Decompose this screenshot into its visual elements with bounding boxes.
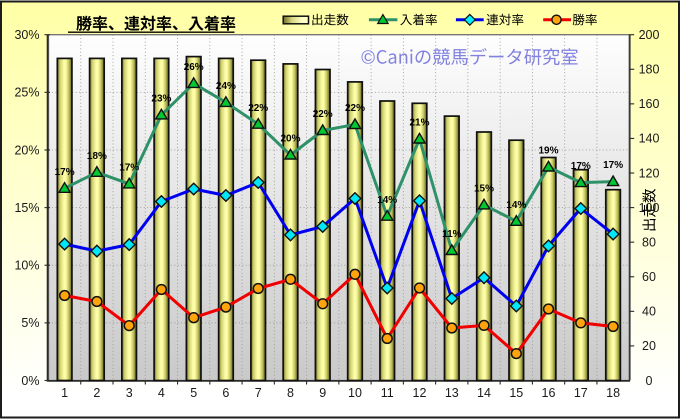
svg-text:15%: 15% — [14, 201, 39, 215]
svg-text:14%: 14% — [377, 195, 397, 206]
svg-text:22%: 22% — [345, 103, 365, 114]
svg-text:17: 17 — [574, 386, 588, 400]
svg-text:140: 140 — [639, 132, 660, 146]
svg-text:2: 2 — [93, 386, 100, 400]
svg-text:160: 160 — [639, 97, 660, 111]
svg-text:7: 7 — [255, 386, 262, 400]
svg-text:17%: 17% — [55, 167, 75, 178]
svg-text:60: 60 — [642, 270, 656, 284]
svg-text:15: 15 — [509, 386, 523, 400]
svg-text:5: 5 — [190, 386, 197, 400]
svg-text:0: 0 — [646, 374, 653, 388]
svg-text:20%: 20% — [280, 134, 300, 145]
svg-text:26%: 26% — [184, 62, 204, 73]
svg-text:22%: 22% — [248, 103, 268, 114]
svg-text:12: 12 — [413, 386, 427, 400]
svg-text:10%: 10% — [14, 259, 39, 273]
svg-text:20%: 20% — [14, 143, 39, 157]
svg-text:80: 80 — [642, 236, 656, 250]
svg-text:23%: 23% — [151, 94, 171, 105]
svg-text:11%: 11% — [442, 229, 462, 240]
svg-text:16: 16 — [542, 386, 556, 400]
svg-text:24%: 24% — [216, 81, 236, 92]
svg-text:30%: 30% — [14, 28, 39, 42]
svg-text:1: 1 — [61, 386, 68, 400]
svg-text:120: 120 — [639, 166, 660, 180]
svg-text:100: 100 — [639, 201, 660, 215]
svg-text:3: 3 — [126, 386, 133, 400]
svg-text:5%: 5% — [21, 316, 39, 330]
svg-text:18: 18 — [606, 386, 620, 400]
svg-text:17%: 17% — [603, 160, 623, 171]
svg-text:200: 200 — [639, 28, 660, 42]
svg-text:10: 10 — [348, 386, 362, 400]
svg-text:14%: 14% — [506, 200, 526, 211]
svg-text:22%: 22% — [313, 109, 333, 120]
svg-text:4: 4 — [158, 386, 165, 400]
svg-text:11: 11 — [381, 386, 394, 400]
svg-text:25%: 25% — [14, 86, 39, 100]
svg-text:8: 8 — [287, 386, 294, 400]
svg-text:19%: 19% — [538, 146, 558, 157]
svg-text:180: 180 — [639, 63, 660, 77]
svg-text:13: 13 — [445, 386, 459, 400]
svg-text:9: 9 — [319, 386, 326, 400]
svg-text:17%: 17% — [119, 163, 139, 174]
svg-text:15%: 15% — [474, 184, 494, 195]
svg-text:18%: 18% — [87, 151, 107, 162]
svg-text:17%: 17% — [571, 161, 591, 172]
svg-text:21%: 21% — [409, 118, 429, 129]
svg-text:20: 20 — [642, 339, 656, 353]
svg-text:6: 6 — [222, 386, 229, 400]
svg-text:14: 14 — [477, 386, 491, 400]
svg-text:0%: 0% — [21, 374, 39, 388]
svg-text:40: 40 — [642, 305, 656, 319]
